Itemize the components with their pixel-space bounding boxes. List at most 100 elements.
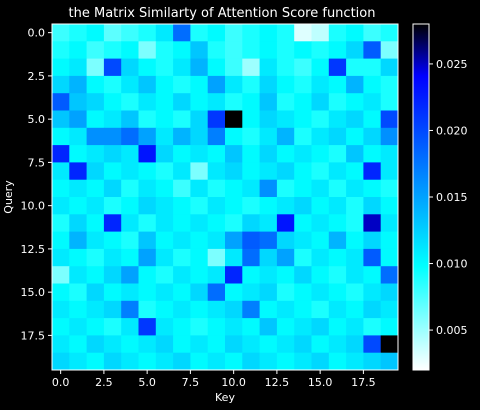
heatmap-cell bbox=[121, 110, 139, 129]
heatmap-cell bbox=[328, 335, 347, 354]
heatmap-cell bbox=[86, 231, 105, 250]
x-tick-label: 12.5 bbox=[265, 376, 290, 389]
heatmap-cell bbox=[138, 318, 157, 336]
heatmap-cell bbox=[155, 283, 174, 302]
heatmap-cell bbox=[103, 24, 122, 42]
heatmap-cell bbox=[155, 318, 174, 336]
heatmap-cell bbox=[190, 41, 209, 59]
heatmap-cell bbox=[207, 162, 226, 181]
heatmap-cell bbox=[190, 248, 209, 267]
heatmap-cell bbox=[86, 110, 105, 129]
heatmap-cell bbox=[86, 145, 105, 163]
heatmap-cell bbox=[138, 266, 157, 284]
heatmap-cell bbox=[242, 145, 260, 163]
heatmap-cell bbox=[363, 145, 382, 163]
heatmap-cell bbox=[294, 93, 312, 111]
heatmap-cell bbox=[69, 300, 87, 319]
heatmap-cell bbox=[190, 162, 209, 181]
heatmap-cell bbox=[242, 41, 260, 59]
heatmap-cell bbox=[328, 231, 347, 250]
heatmap-cell bbox=[276, 352, 295, 371]
plot-frame bbox=[51, 23, 399, 371]
heatmap-cell bbox=[346, 75, 364, 94]
heatmap-cell bbox=[311, 300, 330, 319]
heatmap-cell bbox=[69, 162, 87, 181]
heatmap-cell bbox=[225, 110, 243, 129]
heatmap-cell bbox=[173, 197, 191, 215]
heatmap-cell bbox=[276, 248, 295, 267]
heatmap-cell bbox=[346, 145, 364, 163]
heatmap-cell bbox=[86, 58, 105, 77]
heatmap-cell bbox=[69, 24, 87, 42]
heatmap-cell bbox=[276, 127, 295, 146]
heatmap-cell bbox=[69, 352, 87, 371]
heatmap-cell bbox=[173, 214, 191, 232]
heatmap-cell bbox=[242, 179, 260, 198]
heatmap-cell bbox=[207, 75, 226, 94]
heatmap-cell bbox=[155, 41, 174, 59]
heatmap-cell bbox=[259, 179, 278, 198]
heatmap-cell bbox=[242, 318, 260, 336]
heatmap-cell bbox=[138, 110, 157, 129]
heatmap-cell bbox=[294, 58, 312, 77]
heatmap-cell bbox=[207, 41, 226, 59]
heatmap-cell bbox=[52, 266, 70, 284]
heatmap-cell bbox=[190, 335, 209, 354]
x-tick-label: 10.0 bbox=[221, 376, 246, 389]
heatmap-cell bbox=[242, 352, 260, 371]
heatmap-cell bbox=[380, 197, 399, 215]
heatmap-cell bbox=[138, 214, 157, 232]
heatmap-cell bbox=[311, 231, 330, 250]
heatmap-cell bbox=[242, 162, 260, 181]
heatmap-cell bbox=[225, 162, 243, 181]
x-tick-label: 5.0 bbox=[138, 376, 156, 389]
heatmap-cell bbox=[155, 231, 174, 250]
heatmap-cell bbox=[155, 93, 174, 111]
heatmap-cell bbox=[138, 283, 157, 302]
heatmap-cell bbox=[207, 93, 226, 111]
heatmap-cell bbox=[242, 93, 260, 111]
heatmap-cell bbox=[207, 248, 226, 267]
heatmap-cell bbox=[294, 145, 312, 163]
heatmap-cell bbox=[190, 214, 209, 232]
heatmap-cell bbox=[363, 352, 382, 371]
heatmap-cell bbox=[380, 300, 399, 319]
heatmap-cell bbox=[242, 214, 260, 232]
heatmap-cell bbox=[363, 335, 382, 354]
x-axis-label: Key bbox=[215, 391, 235, 404]
heatmap-cell bbox=[86, 41, 105, 59]
heatmap-cell bbox=[138, 197, 157, 215]
heatmap-cell bbox=[190, 300, 209, 319]
heatmap-cell bbox=[380, 266, 399, 284]
heatmap-cell bbox=[103, 145, 122, 163]
heatmap-cell bbox=[86, 300, 105, 319]
heatmap-cell bbox=[380, 214, 399, 232]
heatmap-cell bbox=[328, 41, 347, 59]
heatmap-cell bbox=[259, 266, 278, 284]
heatmap-cell bbox=[103, 58, 122, 77]
heatmap-cell bbox=[363, 41, 382, 59]
heatmap-cell bbox=[259, 300, 278, 319]
heatmap-cell bbox=[259, 110, 278, 129]
heatmap-cell bbox=[69, 248, 87, 267]
heatmap-cell bbox=[259, 162, 278, 181]
heatmap-cell bbox=[155, 145, 174, 163]
heatmap-cell bbox=[294, 110, 312, 129]
heatmap-cell bbox=[346, 58, 364, 77]
heatmap-cell bbox=[363, 300, 382, 319]
heatmap-cell bbox=[52, 179, 70, 198]
heatmap-cell bbox=[69, 75, 87, 94]
heatmap-cell bbox=[173, 93, 191, 111]
colorbar-tick-label: 0.025 bbox=[436, 58, 468, 71]
heatmap-cell bbox=[69, 283, 87, 302]
heatmap-cell bbox=[121, 214, 139, 232]
heatmap-cell bbox=[207, 352, 226, 371]
heatmap-cell bbox=[207, 300, 226, 319]
chart-title: the Matrix Similarty of Attention Score … bbox=[69, 6, 376, 21]
heatmap-cell bbox=[190, 110, 209, 129]
heatmap-cell bbox=[155, 179, 174, 198]
heatmap-cell bbox=[173, 127, 191, 146]
heatmap-cell bbox=[380, 24, 399, 42]
heatmap-cell bbox=[225, 58, 243, 77]
heatmap-cell bbox=[311, 266, 330, 284]
